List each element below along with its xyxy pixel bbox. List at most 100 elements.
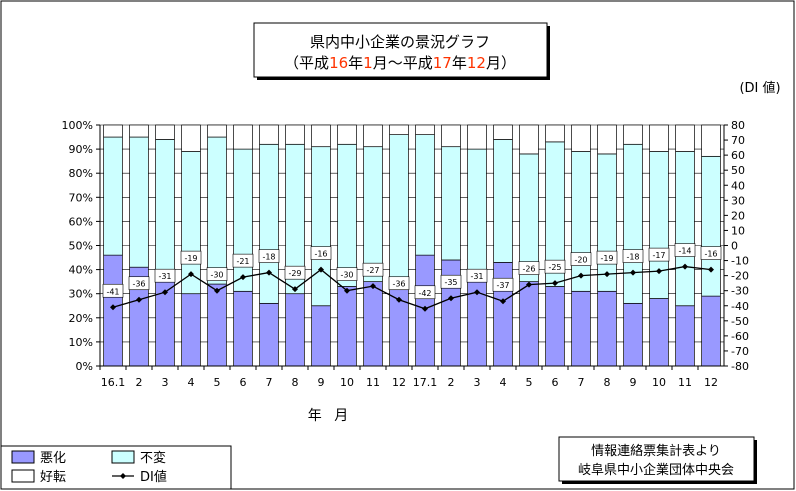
di-data-label: -37 [496, 281, 509, 290]
di-label-box [622, 249, 644, 263]
x-tick-label: 6 [240, 376, 247, 389]
bar-same [415, 134, 435, 256]
di-point [370, 283, 376, 290]
x-tick-label: 11 [678, 376, 692, 389]
di-data-label: -18 [626, 253, 639, 262]
x-tick-label: 2 [136, 376, 143, 389]
right-tick-label: -80 [731, 360, 749, 373]
bar-better [181, 124, 201, 152]
di-data-label: -36 [132, 280, 145, 289]
x-tick-label: 3 [474, 376, 481, 389]
right-tick-label: 60 [731, 149, 745, 162]
x-tick-label: 11 [366, 376, 380, 389]
legend-label-same: 不変 [140, 450, 166, 466]
bar-better [103, 124, 123, 138]
di-label-box [466, 268, 488, 283]
bar-same [389, 134, 409, 282]
x-tick-label: 7 [266, 376, 273, 389]
bar-better [441, 124, 461, 148]
bar-same [311, 146, 331, 307]
right-tick-label: -10 [731, 255, 749, 268]
subtitle-part: 12 [467, 54, 486, 72]
x-tick-label: 7 [578, 376, 585, 389]
bar-worse [623, 302, 643, 367]
source-box: 情報連絡票集計表より 岐阜県中小企業団体中央会 [558, 436, 757, 484]
bar-better [597, 124, 617, 155]
bar-better [623, 124, 643, 145]
di-data-label: -30 [340, 271, 353, 280]
left-tick-label: 0% [76, 360, 93, 373]
right-tick-label: -60 [731, 330, 749, 343]
bar-same [571, 151, 591, 292]
di-label-box [232, 253, 254, 268]
right-tick-label: 10 [731, 224, 745, 237]
right-tick-label: -40 [731, 300, 749, 313]
bar-same [363, 146, 383, 283]
left-tick-label: 50% [69, 240, 93, 253]
di-data-label: -31 [158, 272, 171, 281]
di-label-box [518, 261, 540, 275]
bar-same [701, 155, 721, 297]
legend-label-worse: 悪化 [40, 451, 66, 466]
right-tick-label: 30 [731, 194, 745, 207]
legend-label-di: DI値 [140, 469, 167, 485]
left-tick-label: 100% [62, 119, 93, 132]
di-data-label: -31 [470, 272, 483, 281]
di-point [344, 287, 350, 294]
legend-swatch-worse [11, 450, 35, 464]
right-tick-label: -30 [731, 285, 749, 298]
bar-worse [155, 271, 175, 367]
bar-same [337, 143, 357, 287]
di-point [682, 263, 688, 270]
x-tick-label: 8 [292, 376, 299, 389]
di-label-box [674, 243, 696, 257]
di-label-box [180, 250, 202, 265]
di-point [136, 296, 142, 303]
di-data-label: -17 [652, 251, 665, 260]
bar-better [337, 124, 357, 145]
source-line-2: 岐阜県中小企業団体中央会 [578, 462, 734, 478]
di-label-box [154, 268, 176, 283]
bar-better [129, 124, 149, 138]
left-tick-label: 20% [69, 312, 93, 325]
bar-better [415, 124, 435, 135]
bar-better [207, 124, 227, 138]
di-data-label: -25 [548, 263, 561, 272]
di-label-box [310, 246, 332, 260]
bar-worse [571, 290, 591, 367]
right-tick-label: 20 [731, 209, 745, 222]
bar-better [493, 124, 513, 140]
bar-worse [493, 262, 513, 367]
di-label-box [648, 247, 670, 262]
bar-worse [519, 281, 539, 367]
x-tick-label: 3 [162, 376, 169, 389]
right-tick-label: 70 [731, 134, 745, 147]
di-label-box [440, 274, 462, 289]
di-label-box [700, 246, 722, 260]
bar-worse [233, 290, 253, 367]
di-line-path [112, 265, 712, 310]
bar-better [649, 124, 669, 152]
di-point [708, 266, 714, 273]
x-tick-label: 4 [188, 376, 195, 389]
bar-better [363, 124, 383, 148]
chart-title: 県内中小企業の景況グラフ [310, 33, 490, 51]
right-tick-label: 50 [731, 164, 745, 177]
bar-worse [649, 298, 669, 367]
di-series: -41 -36 -31 -19 -30 -21 -18 -29 -16 -30 -27 -36 -42 -… [102, 243, 722, 312]
di-data-label: -20 [574, 256, 587, 265]
di-label-box [336, 267, 358, 281]
right-tick-label: -20 [731, 270, 749, 283]
subtitle-part: 年 [452, 54, 467, 72]
bar-same [259, 143, 279, 304]
di-point [188, 271, 194, 278]
bar-worse [259, 302, 279, 367]
legend: 悪化 不変 好転 DI値 [0, 445, 232, 490]
di-point [292, 286, 298, 293]
di-point [448, 295, 454, 302]
di-label-box [544, 259, 566, 274]
di-point [110, 304, 116, 311]
right-tick-label: 40 [731, 179, 745, 192]
di-data-label: -18 [262, 253, 275, 262]
subtitle-part: 16 [329, 54, 348, 72]
